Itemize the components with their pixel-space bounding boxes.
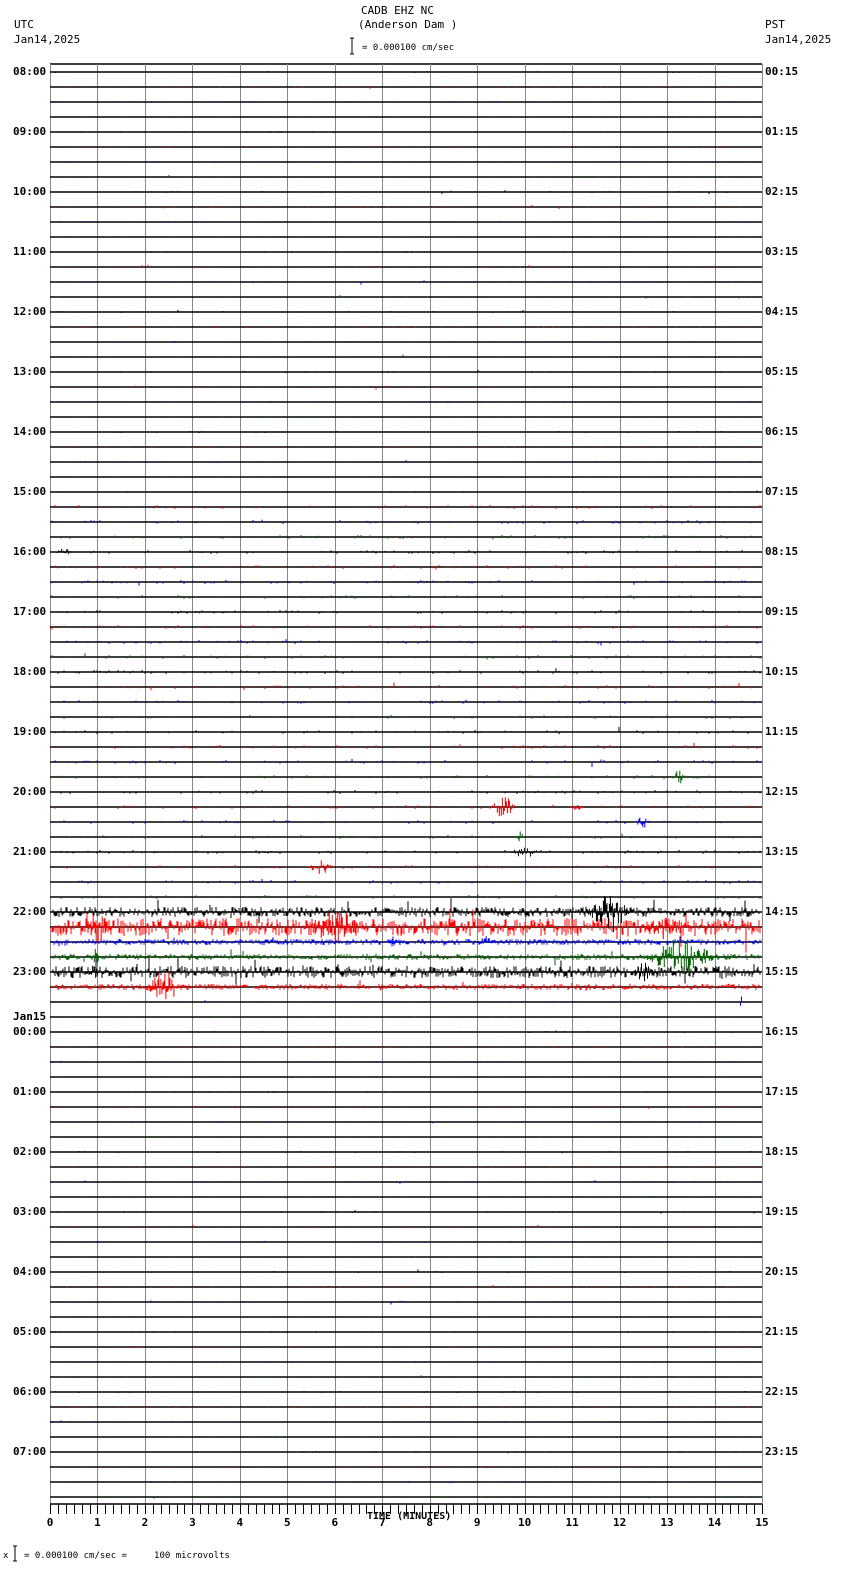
pst-time-label: 00:15 [765,65,799,78]
utc-time-label: 01:00 [13,1085,47,1098]
pst-time-label: 07:15 [765,485,799,498]
svg-text:12: 12 [613,1516,626,1529]
utc-time-label: 23:00 [13,965,47,978]
utc-time-label: 13:00 [13,365,47,378]
pst-time-label: 03:15 [765,245,799,258]
utc-time-label: 14:00 [13,425,47,438]
svg-text:5: 5 [284,1516,291,1529]
pst-time-label: 12:15 [765,785,799,798]
left-timezone: UTC [14,18,34,31]
pst-time-label: 16:15 [765,1025,799,1038]
pst-time-label: 10:15 [765,665,799,678]
utc-time-label: 06:00 [13,1385,47,1398]
right-date: Jan14,2025 [765,33,832,46]
footer-scale-bar-icon [13,1545,17,1562]
pst-time-label: 20:15 [765,1265,799,1278]
utc-time-label: 20:00 [13,785,47,798]
svg-text:0: 0 [47,1516,54,1529]
scale-text: = 0.000100 cm/sec [362,43,455,53]
pst-time-label: 13:15 [765,845,799,858]
pst-time-label: 14:15 [765,905,799,918]
svg-text:11: 11 [566,1516,580,1529]
utc-time-label: 19:00 [13,725,47,738]
left-date-label: Jan15 [13,1010,47,1023]
pst-time-label: 21:15 [765,1325,799,1338]
footer-scale-text: = 0.000100 cm/sec = 100 microvolts [24,1551,230,1561]
pst-time-label: 15:15 [765,965,799,978]
svg-text:10: 10 [518,1516,531,1529]
utc-time-label: 11:00 [13,245,47,258]
pst-time-label: 23:15 [765,1445,799,1458]
utc-time-label: 03:00 [13,1205,47,1218]
station-title: CADB EHZ NC [361,4,434,17]
svg-text:4: 4 [237,1516,244,1529]
pst-time-label: 02:15 [765,185,799,198]
footer-prefix: x [3,1551,9,1561]
utc-time-label: 21:00 [13,845,47,858]
pst-time-label: 05:15 [765,365,799,378]
utc-time-label: 10:00 [13,185,47,198]
utc-time-label: 22:00 [13,905,47,918]
svg-text:9: 9 [474,1516,481,1529]
pst-time-label: 19:15 [765,1205,799,1218]
utc-time-label: 04:00 [13,1265,47,1278]
utc-time-label: 02:00 [13,1145,47,1158]
utc-time-label: 17:00 [13,605,47,618]
pst-time-label: 08:15 [765,545,799,558]
pst-time-label: 04:15 [765,305,799,318]
svg-text:7: 7 [379,1516,386,1529]
pst-time-label: 17:15 [765,1085,799,1098]
pst-time-label: 22:15 [765,1385,799,1398]
utc-time-label: 08:00 [13,65,47,78]
svg-text:2: 2 [142,1516,149,1529]
utc-time-label: 12:00 [13,305,47,318]
right-timezone: PST [765,18,785,31]
svg-text:8: 8 [426,1516,433,1529]
svg-text:6: 6 [331,1516,338,1529]
utc-time-label: 18:00 [13,665,47,678]
station-location: (Anderson Dam ) [358,18,458,31]
pst-time-label: 09:15 [765,605,799,618]
pst-time-label: 06:15 [765,425,799,438]
utc-time-label: 07:00 [13,1445,47,1458]
svg-text:15: 15 [755,1516,768,1529]
svg-text:14: 14 [708,1516,722,1529]
pst-time-label: 01:15 [765,125,799,138]
utc-time-label: 05:00 [13,1325,47,1338]
utc-time-label: 16:00 [13,545,47,558]
pst-time-label: 18:15 [765,1145,799,1158]
utc-time-label: 09:00 [13,125,47,138]
left-date: Jan14,2025 [14,33,81,46]
svg-text:1: 1 [94,1516,101,1529]
scale-bar-icon [350,37,354,55]
svg-text:3: 3 [189,1516,196,1529]
x-axis-title: TIME (MINUTES) [367,1511,452,1522]
utc-time-label: 00:00 [13,1025,47,1038]
svg-text:13: 13 [660,1516,673,1529]
pst-time-label: 11:15 [765,725,799,738]
utc-time-label: 15:00 [13,485,47,498]
